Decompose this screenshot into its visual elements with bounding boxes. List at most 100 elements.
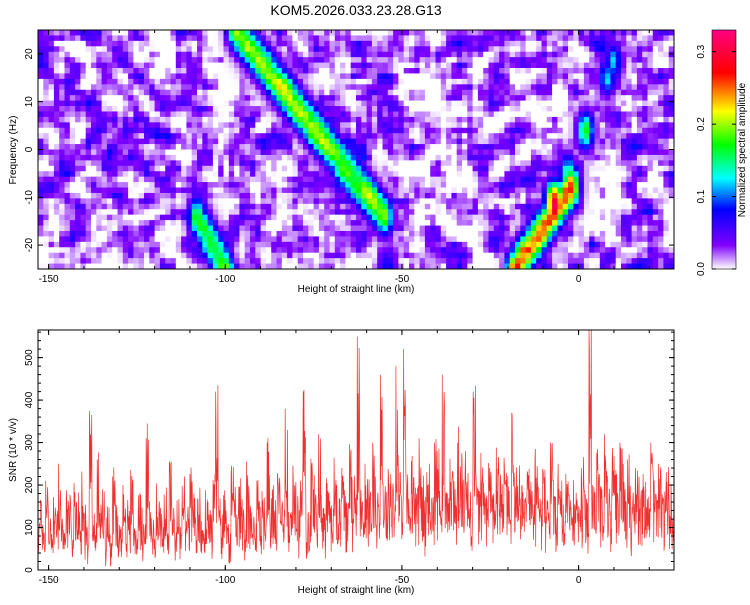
heatmap-cell bbox=[451, 236, 458, 243]
heatmap-cell bbox=[509, 68, 516, 74]
heatmap-cell bbox=[255, 198, 261, 205]
heatmap-cell bbox=[594, 176, 601, 183]
heatmap-cell bbox=[345, 209, 352, 216]
heatmap-cell bbox=[377, 133, 383, 140]
heatmap-cell bbox=[642, 89, 648, 96]
heatmap-cell bbox=[504, 30, 511, 36]
heatmap-cell bbox=[467, 40, 473, 47]
heatmap-cell bbox=[122, 154, 129, 161]
heatmap-cell bbox=[53, 230, 60, 237]
heatmap-cell bbox=[48, 165, 55, 172]
heatmap-cell bbox=[334, 171, 341, 178]
heatmap-cell bbox=[186, 68, 193, 74]
heatmap-cell bbox=[621, 84, 627, 91]
heatmap-cell bbox=[144, 68, 150, 74]
heatmap-cell bbox=[53, 182, 60, 188]
heatmap-cell bbox=[636, 236, 643, 243]
heatmap-cell bbox=[59, 46, 65, 53]
heatmap-cell bbox=[440, 30, 447, 36]
heatmap-cell bbox=[621, 241, 627, 248]
heatmap-cell bbox=[371, 51, 378, 58]
heatmap-cell bbox=[647, 30, 654, 36]
heatmap-cell bbox=[483, 40, 489, 47]
heatmap-cell bbox=[80, 144, 87, 150]
heatmap-cell bbox=[313, 111, 320, 118]
heatmap-cell bbox=[668, 73, 674, 80]
heatmap-cell bbox=[557, 225, 564, 232]
heatmap-cell bbox=[393, 122, 399, 129]
heatmap-cell bbox=[647, 35, 654, 42]
heatmap-cell bbox=[260, 78, 267, 85]
heatmap-cell bbox=[541, 214, 548, 221]
heatmap-cell bbox=[488, 214, 495, 221]
heatmap-cell bbox=[419, 100, 426, 107]
heatmap-cell bbox=[170, 111, 177, 118]
heatmap-cell bbox=[101, 241, 108, 248]
heatmap-cell bbox=[477, 133, 484, 140]
heatmap-cell bbox=[75, 122, 81, 129]
heatmap-cell bbox=[128, 220, 134, 226]
heatmap-cell bbox=[615, 247, 622, 254]
heatmap-cell bbox=[212, 214, 219, 221]
heatmap-cell bbox=[340, 138, 346, 145]
heatmap-cell bbox=[318, 89, 325, 96]
heatmap-cell bbox=[75, 247, 81, 254]
heatmap-cell bbox=[340, 225, 346, 232]
heatmap-cell bbox=[207, 122, 214, 129]
heatmap-cell bbox=[393, 46, 399, 53]
heatmap-cell bbox=[318, 78, 325, 85]
heatmap-cell bbox=[398, 247, 405, 254]
heatmap-cell bbox=[605, 95, 611, 102]
heatmap-cell bbox=[356, 171, 362, 178]
heatmap-cell bbox=[170, 62, 177, 69]
heatmap-cell bbox=[578, 241, 585, 248]
heatmap-cell bbox=[276, 220, 283, 226]
heatmap-cell bbox=[636, 133, 643, 140]
heatmap-cell bbox=[409, 241, 415, 248]
heatmap-cell bbox=[605, 144, 611, 150]
heatmap-cell bbox=[499, 73, 505, 80]
heatmap-cell bbox=[541, 230, 548, 237]
heatmap-cell bbox=[138, 149, 145, 156]
heatmap-cell bbox=[271, 171, 277, 178]
heatmap-cell bbox=[483, 187, 489, 194]
heatmap-cell bbox=[589, 241, 595, 248]
heatmap-cell bbox=[504, 198, 511, 205]
heatmap-cell bbox=[382, 198, 389, 205]
heatmap-cell bbox=[552, 225, 558, 232]
heatmap-cell bbox=[318, 198, 325, 205]
heatmap-cell bbox=[181, 214, 187, 221]
heatmap-cell bbox=[255, 149, 261, 156]
heatmap-cell bbox=[133, 165, 140, 172]
heatmap-cell bbox=[409, 95, 415, 102]
heatmap-cell bbox=[122, 57, 129, 63]
heatmap-cell bbox=[557, 203, 564, 210]
heatmap-cell bbox=[69, 111, 76, 118]
heatmap-cell bbox=[292, 252, 299, 259]
heatmap-cell bbox=[133, 106, 140, 112]
heatmap-cell bbox=[329, 241, 336, 248]
heatmap-cell bbox=[398, 154, 405, 161]
heatmap-cell bbox=[467, 225, 473, 232]
heatmap-cell bbox=[377, 214, 383, 221]
heatmap-cell bbox=[197, 230, 203, 237]
heatmap-cell bbox=[424, 214, 431, 221]
heatmap-cell bbox=[271, 230, 277, 237]
heatmap-cell bbox=[451, 35, 458, 42]
heatmap-cell bbox=[552, 176, 558, 183]
heatmap-cell bbox=[287, 46, 293, 53]
heatmap-cell bbox=[435, 30, 442, 36]
heatmap-cell bbox=[297, 198, 304, 205]
heatmap-cell bbox=[552, 106, 558, 112]
heatmap-cell bbox=[53, 122, 60, 129]
heatmap-cell bbox=[430, 241, 436, 248]
heatmap-cell bbox=[377, 182, 383, 188]
heatmap-cell bbox=[212, 149, 219, 156]
heatmap-cell bbox=[403, 40, 410, 47]
heatmap-cell bbox=[165, 187, 171, 194]
heatmap-cell bbox=[91, 176, 97, 183]
heatmap-cell bbox=[228, 73, 235, 80]
heatmap-cell bbox=[647, 154, 654, 161]
heatmap-cell bbox=[631, 209, 638, 216]
heatmap-cell bbox=[356, 247, 362, 254]
